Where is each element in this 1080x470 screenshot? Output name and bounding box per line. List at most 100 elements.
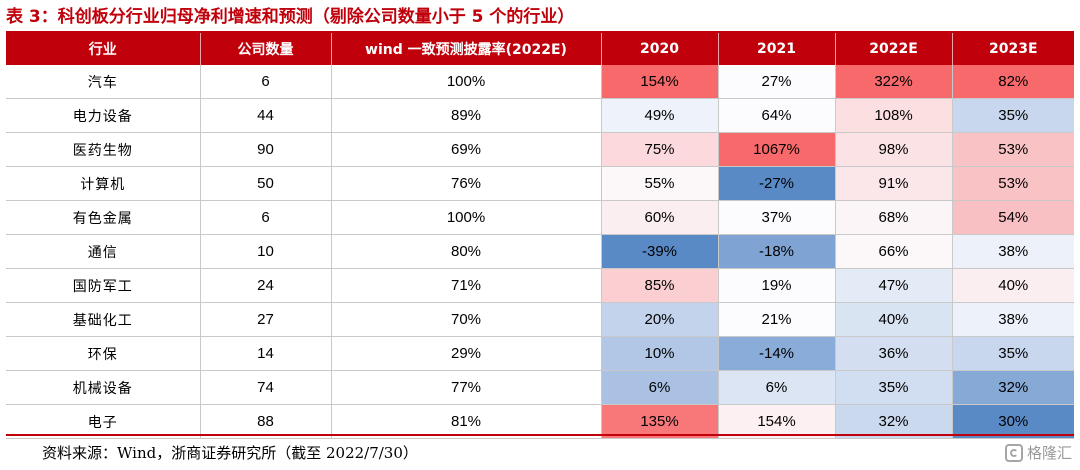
cell-industry: 机械设备 xyxy=(6,370,201,405)
source-note: 资料来源：Wind，浙商证券研究所（截至 2022/7/30） xyxy=(42,444,418,462)
cell-industry: 通信 xyxy=(6,234,201,269)
cell-industry: 有色金属 xyxy=(6,200,201,235)
table-row: 机械设备 74 77% 6% 6% 35% 32% xyxy=(6,370,1074,405)
cell-disclosure: 77% xyxy=(331,370,602,405)
cell-count: 10 xyxy=(200,234,332,269)
header-2020: 2020 xyxy=(601,33,719,65)
cell-2020: 154% xyxy=(601,65,719,99)
cell-2021: 64% xyxy=(718,98,836,133)
cell-2023e: 54% xyxy=(952,200,1074,235)
cell-2021: 27% xyxy=(718,65,836,99)
cell-2020: 75% xyxy=(601,132,719,167)
cell-disclosure: 100% xyxy=(331,65,602,99)
cell-count: 6 xyxy=(200,65,332,99)
cell-industry: 计算机 xyxy=(6,166,201,201)
cell-2022e: 91% xyxy=(835,166,953,201)
cell-2020: 135% xyxy=(601,404,719,439)
header-disclosure: wind 一致预测披露率(2022E) xyxy=(331,33,602,65)
table-row: 汽车 6 100% 154% 27% 322% 82% xyxy=(6,65,1074,99)
top-rule xyxy=(6,31,1074,33)
cell-count: 74 xyxy=(200,370,332,405)
cell-count: 14 xyxy=(200,336,332,371)
cell-2020: 55% xyxy=(601,166,719,201)
table-row: 基础化工 27 70% 20% 21% 40% 38% xyxy=(6,302,1074,337)
cell-2022e: 98% xyxy=(835,132,953,167)
cell-2020: 85% xyxy=(601,268,719,303)
cell-2023e: 53% xyxy=(952,132,1074,167)
cell-2020: 10% xyxy=(601,336,719,371)
cell-2021: 6% xyxy=(718,370,836,405)
table-row: 医药生物 90 69% 75% 1067% 98% 53% xyxy=(6,132,1074,167)
header-industry: 行业 xyxy=(6,33,201,65)
cell-2020: 6% xyxy=(601,370,719,405)
cell-2022e: 36% xyxy=(835,336,953,371)
cell-disclosure: 71% xyxy=(331,268,602,303)
cell-2022e: 47% xyxy=(835,268,953,303)
table-row: 电子 88 81% 135% 154% 32% 30% xyxy=(6,404,1074,439)
cell-2020: 20% xyxy=(601,302,719,337)
cell-count: 90 xyxy=(200,132,332,167)
watermark-logo-icon xyxy=(1004,444,1023,462)
cell-count: 44 xyxy=(200,98,332,133)
cell-disclosure: 81% xyxy=(331,404,602,439)
industry-growth-table: 行业 公司数量 wind 一致预测披露率(2022E) 2020 2021 20… xyxy=(6,33,1074,439)
cell-count: 88 xyxy=(200,404,332,439)
cell-disclosure: 70% xyxy=(331,302,602,337)
cell-2022e: 108% xyxy=(835,98,953,133)
table-row: 国防军工 24 71% 85% 19% 47% 40% xyxy=(6,268,1074,303)
cell-2020: 49% xyxy=(601,98,719,133)
cell-2023e: 53% xyxy=(952,166,1074,201)
table-row: 计算机 50 76% 55% -27% 91% 53% xyxy=(6,166,1074,201)
header-2023e: 2023E xyxy=(952,33,1074,65)
header-count: 公司数量 xyxy=(200,33,332,65)
cell-2022e: 66% xyxy=(835,234,953,269)
cell-2022e: 40% xyxy=(835,302,953,337)
cell-2022e: 32% xyxy=(835,404,953,439)
cell-industry: 电力设备 xyxy=(6,98,201,133)
cell-2023e: 32% xyxy=(952,370,1074,405)
cell-2023e: 35% xyxy=(952,98,1074,133)
header-row: 行业 公司数量 wind 一致预测披露率(2022E) 2020 2021 20… xyxy=(6,33,1074,65)
table-row: 电力设备 44 89% 49% 64% 108% 35% xyxy=(6,98,1074,133)
cell-industry: 国防军工 xyxy=(6,268,201,303)
cell-count: 50 xyxy=(200,166,332,201)
cell-2021: 154% xyxy=(718,404,836,439)
cell-2022e: 322% xyxy=(835,65,953,99)
cell-industry: 汽车 xyxy=(6,65,201,99)
cell-2021: 1067% xyxy=(718,132,836,167)
cell-2021: 21% xyxy=(718,302,836,337)
cell-count: 24 xyxy=(200,268,332,303)
table-title: 表 3：科创板分行业归母净利增速和预测（剔除公司数量小于 5 个的行业） xyxy=(6,7,575,27)
cell-disclosure: 69% xyxy=(331,132,602,167)
cell-industry: 医药生物 xyxy=(6,132,201,167)
cell-2023e: 40% xyxy=(952,268,1074,303)
cell-disclosure: 100% xyxy=(331,200,602,235)
cell-count: 6 xyxy=(200,200,332,235)
cell-disclosure: 76% xyxy=(331,166,602,201)
table-row: 有色金属 6 100% 60% 37% 68% 54% xyxy=(6,200,1074,235)
cell-2020: -39% xyxy=(601,234,719,269)
watermark-text: 格隆汇 xyxy=(1026,444,1072,462)
bottom-rule xyxy=(6,434,1074,436)
cell-2021: -14% xyxy=(718,336,836,371)
table-row: 通信 10 80% -39% -18% 66% 38% xyxy=(6,234,1074,269)
table-row: 环保 14 29% 10% -14% 36% 35% xyxy=(6,336,1074,371)
table-body: 汽车 6 100% 154% 27% 322% 82% 电力设备 44 89% 49% 64% 108%… xyxy=(6,65,1074,439)
cell-2021: 37% xyxy=(718,200,836,235)
watermark: 格隆汇 xyxy=(1004,440,1072,466)
cell-disclosure: 80% xyxy=(331,234,602,269)
cell-disclosure: 29% xyxy=(331,336,602,371)
cell-2020: 60% xyxy=(601,200,719,235)
cell-2021: -27% xyxy=(718,166,836,201)
cell-count: 27 xyxy=(200,302,332,337)
cell-2021: -18% xyxy=(718,234,836,269)
cell-2023e: 30% xyxy=(952,404,1074,439)
cell-disclosure: 89% xyxy=(331,98,602,133)
cell-industry: 电子 xyxy=(6,404,201,439)
cell-2023e: 82% xyxy=(952,65,1074,99)
cell-2023e: 35% xyxy=(952,336,1074,371)
cell-industry: 基础化工 xyxy=(6,302,201,337)
header-2022e: 2022E xyxy=(835,33,953,65)
cell-2021: 19% xyxy=(718,268,836,303)
header-2021: 2021 xyxy=(718,33,836,65)
